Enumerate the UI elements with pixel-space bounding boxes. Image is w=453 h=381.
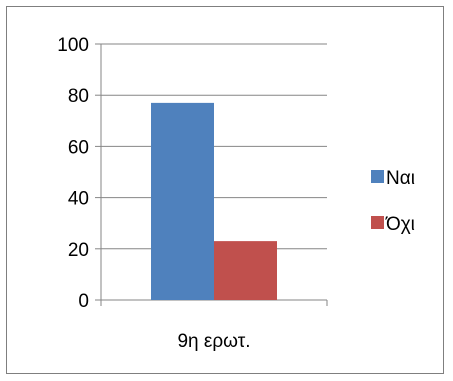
y-tick-label: 0 (78, 291, 89, 312)
y-tick-label: 80 (68, 86, 89, 107)
legend-swatch (371, 170, 384, 183)
bars (151, 102, 277, 300)
x-category-label: 9η ερωτ. (177, 331, 250, 352)
y-tick-label: 20 (68, 240, 89, 261)
bar-ochi (214, 241, 277, 300)
bar-nai (151, 102, 214, 300)
legend-swatch (371, 216, 384, 229)
legend-label: Όχι (385, 214, 415, 235)
y-tick-label: 60 (68, 137, 89, 158)
legend-label: Ναι (386, 168, 415, 189)
chart-frame: 0 20 40 60 80 100 9η ερωτ. Ναι Όχι (6, 6, 444, 374)
y-tick-label: 100 (57, 35, 89, 56)
bar-chart: 0 20 40 60 80 100 9η ερωτ. Ναι Όχι (57, 35, 415, 352)
labels: 0 20 40 60 80 100 9η ερωτ. (57, 35, 250, 352)
y-tick-label: 40 (68, 189, 89, 210)
legend: Ναι Όχι (371, 168, 415, 235)
